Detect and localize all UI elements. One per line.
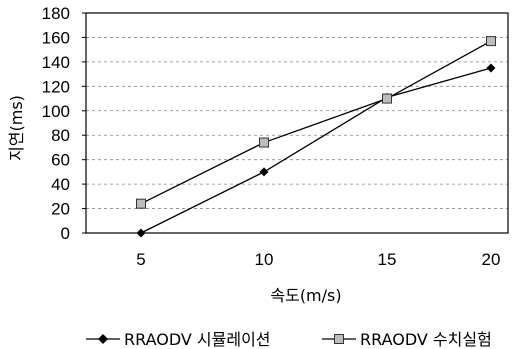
y-tick-label: 40 <box>51 175 70 194</box>
y-tick-label: 160 <box>42 28 70 47</box>
data-point-square <box>259 137 269 148</box>
y-tick-label: 0 <box>61 224 70 243</box>
data-point-diamond <box>259 167 269 177</box>
grid-lines <box>86 37 508 209</box>
data-point-diamond <box>136 228 146 238</box>
legend-label-experiment: RRAODV 수치실험 <box>360 330 492 349</box>
legend: RRAODV 시뮬레이션 RRAODV 수치실험 <box>86 330 492 349</box>
y-tick-label: 20 <box>51 200 70 219</box>
y-tick-label: 180 <box>42 4 70 23</box>
series-lines <box>136 36 496 238</box>
plot-frame <box>85 12 509 234</box>
data-point-square <box>136 198 146 209</box>
x-axis-label: 속도(m/s) <box>270 286 341 305</box>
legend-label-simulation: RRAODV 시뮬레이션 <box>124 330 271 349</box>
series-line <box>140 67 492 234</box>
legend-diamond-marker <box>98 334 108 344</box>
data-point-square <box>382 93 392 104</box>
y-tick-labels: 0 20 40 60 80 100 120 140 160 180 <box>42 4 70 243</box>
y-tick-label: 100 <box>42 102 70 121</box>
x-tick-label: 15 <box>378 250 397 269</box>
y-tick-label: 80 <box>51 126 70 145</box>
x-tick-label: 20 <box>482 250 501 269</box>
x-tick-label: 5 <box>136 250 145 269</box>
y-tick-label: 120 <box>42 77 70 96</box>
data-point-square <box>486 36 496 47</box>
y-tick-label: 140 <box>42 53 70 72</box>
axes <box>82 12 509 234</box>
data-point-diamond <box>486 63 496 73</box>
y-axis-label: 지연(ms) <box>7 95 26 161</box>
y-tick-label: 60 <box>51 151 70 170</box>
legend-square-marker <box>334 334 344 344</box>
legend-item-experiment: RRAODV 수치실험 <box>322 330 492 349</box>
series-line <box>140 40 492 205</box>
x-tick-label: 10 <box>255 250 274 269</box>
legend-item-simulation: RRAODV 시뮬레이션 <box>86 330 271 349</box>
x-tick-labels: 5 10 15 20 <box>136 250 500 269</box>
